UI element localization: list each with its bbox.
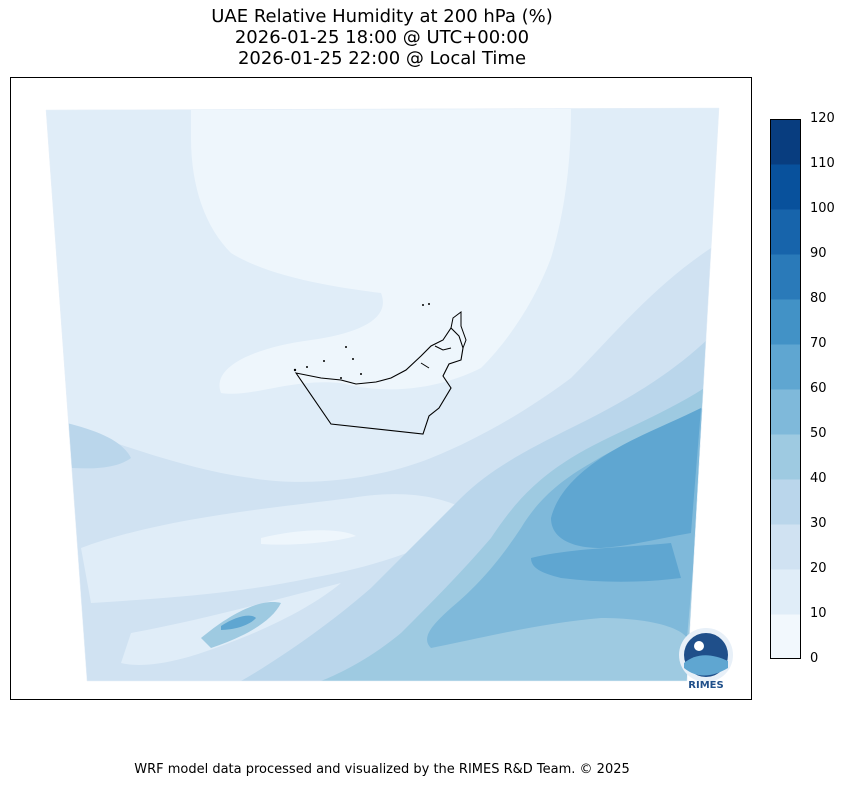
level-60-70-band bbox=[531, 543, 681, 582]
colorbar-tick-50: 50 bbox=[810, 426, 827, 441]
colorbar-tick-80: 80 bbox=[810, 291, 827, 306]
colorbar-tick-110: 110 bbox=[810, 156, 835, 171]
colorbar-tick-10: 10 bbox=[810, 606, 827, 621]
colorbar-tick-0: 0 bbox=[810, 651, 819, 666]
colorbar-level-5 bbox=[770, 389, 801, 435]
map-frame: RIMES bbox=[10, 77, 752, 700]
colorbar-level-2 bbox=[770, 524, 801, 570]
colorbar-level-1 bbox=[770, 569, 801, 615]
title-utc-time: 2026-01-25 18:00 @ UTC+00:00 bbox=[234, 27, 530, 48]
colorbar-level-3 bbox=[770, 479, 801, 525]
colorbar-tick-90: 90 bbox=[810, 246, 827, 261]
rimes-logo: RIMES bbox=[679, 628, 733, 691]
colorbar-level-11 bbox=[770, 119, 801, 165]
colorbar-tick-40: 40 bbox=[810, 471, 827, 486]
level-10-20-south bbox=[81, 494, 481, 603]
colorbar-tick-70: 70 bbox=[810, 336, 827, 351]
title-variable: UAE Relative Humidity at 200 hPa (%) bbox=[211, 6, 553, 27]
colorbar-level-4 bbox=[770, 434, 801, 480]
title-local-time: 2026-01-25 22:00 @ Local Time bbox=[237, 48, 527, 69]
colorbar bbox=[770, 119, 801, 659]
colorbar-tick-100: 100 bbox=[810, 201, 835, 216]
level-0-10-fragment bbox=[261, 530, 356, 545]
humidity-map: RIMES bbox=[45, 107, 733, 691]
colorbar-tick-30: 30 bbox=[810, 516, 827, 531]
level-60-70 bbox=[551, 408, 701, 548]
colorbar-level-9 bbox=[770, 209, 801, 255]
uae-border bbox=[294, 327, 464, 435]
colorbar-level-6 bbox=[770, 344, 801, 390]
colorbar-tick-60: 60 bbox=[810, 381, 827, 396]
colorbar-tick-20: 20 bbox=[810, 561, 827, 576]
footer-credit: WRF model data processed and visualized … bbox=[134, 762, 630, 777]
colorbar-level-7 bbox=[770, 299, 801, 345]
coastline-north bbox=[420, 311, 467, 369]
colorbar-tick-120: 120 bbox=[810, 111, 835, 126]
islands bbox=[293, 303, 430, 379]
logo-text: RIMES bbox=[688, 680, 723, 691]
level-0-10 bbox=[191, 109, 571, 394]
colorbar-level-10 bbox=[770, 164, 801, 210]
level-60-70-blob bbox=[221, 615, 256, 630]
colorbar-level-0 bbox=[770, 614, 801, 659]
map-title: UAE Relative Humidity at 200 hPa (%) 202… bbox=[10, 6, 754, 69]
colorbar-level-8 bbox=[770, 254, 801, 300]
